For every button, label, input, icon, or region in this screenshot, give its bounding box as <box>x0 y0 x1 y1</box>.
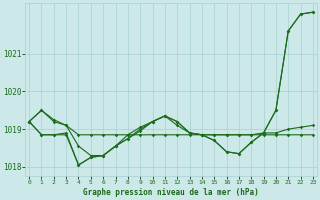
X-axis label: Graphe pression niveau de la mer (hPa): Graphe pression niveau de la mer (hPa) <box>83 188 259 197</box>
